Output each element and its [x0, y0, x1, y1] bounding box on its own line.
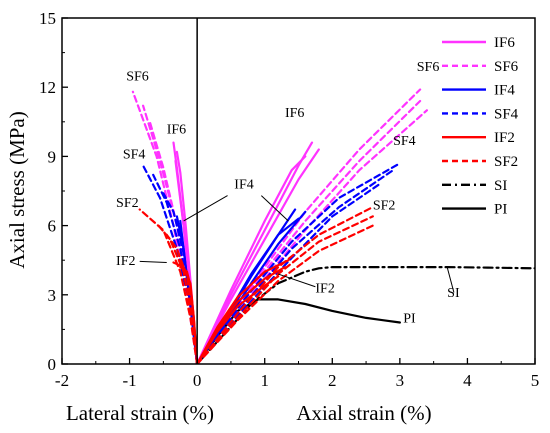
- x-ticks: -2 -1 0 1 2 3 4 5: [55, 358, 539, 390]
- annotation-label: IF4: [234, 178, 253, 193]
- y-axis-title: Axial stress (MPa): [5, 111, 29, 268]
- y-tick-label: 15: [39, 9, 56, 28]
- legend-label: IF4: [494, 83, 515, 99]
- annotations: SF6 IF6 SF4 SF2 IF2 IF4 IF6 SF6 SF4 SF2 IF2 SI PI: [116, 60, 460, 326]
- series-line-sf4: [142, 164, 199, 364]
- y-tick-label: 9: [48, 147, 57, 166]
- x-axis-title-lateral: Lateral strain (%): [66, 401, 214, 425]
- legend-label: IF6: [494, 35, 515, 51]
- series-line-sf2: [196, 206, 374, 364]
- legend-label: SI: [494, 178, 507, 194]
- series-line-sf4: [196, 162, 401, 364]
- series-layer: [131, 88, 535, 364]
- annotation-label: IF6: [285, 106, 304, 121]
- series-line-sf2: [165, 233, 199, 364]
- annotation-label: SF4: [123, 148, 146, 163]
- series-line-sf4: [162, 192, 199, 364]
- y-tick-label: 3: [48, 286, 57, 305]
- legend: IF6 SF6 IF4 SF4 IF2 SF2 SI PI: [442, 35, 519, 218]
- series-line-if6: [196, 148, 320, 364]
- series-line-sf4: [196, 183, 381, 364]
- annotation-label: IF6: [167, 122, 186, 137]
- x-tick-label: 2: [328, 371, 337, 390]
- legend-label: SF2: [494, 154, 518, 170]
- series-line-if6: [196, 155, 307, 364]
- annotation-pointer: [260, 195, 289, 222]
- legend-label: PI: [494, 202, 507, 218]
- x-tick-label: -1: [122, 371, 136, 390]
- x-tick-label: 3: [396, 371, 405, 390]
- legend-label: SF4: [494, 106, 519, 122]
- annotation-pointer: [446, 266, 455, 293]
- legend-label: SF6: [494, 59, 519, 75]
- series-line-if2: [196, 275, 280, 364]
- annotation-label: SF2: [373, 198, 396, 213]
- series-line-si: [196, 266, 535, 364]
- annotation-label: IF2: [315, 281, 334, 296]
- y-ticks: 0 3 6 9 12 15: [39, 9, 68, 374]
- x-tick-label: 5: [531, 371, 540, 390]
- legend-label: IF2: [494, 130, 515, 146]
- annotation-label: SF6: [417, 60, 440, 75]
- x-axis-title-axial: Axial strain (%): [296, 401, 431, 425]
- x-tick-label: 1: [260, 371, 269, 390]
- annotation-label: SF6: [126, 69, 149, 84]
- annotation-label: SF2: [116, 196, 139, 211]
- annotation-label: IF2: [116, 254, 135, 269]
- x-tick-label: 4: [463, 371, 472, 390]
- annotation-pointer: [183, 195, 228, 222]
- annotation-label: SF4: [393, 134, 416, 149]
- annotation-label: PI: [403, 311, 416, 326]
- y-tick-label: 0: [48, 355, 57, 374]
- annotation-pointer: [278, 273, 316, 288]
- annotation-label: SI: [447, 286, 460, 301]
- y-tick-label: 12: [39, 78, 56, 97]
- x-tick-label: 0: [193, 371, 202, 390]
- y-tick-label: 6: [48, 217, 57, 236]
- x-tick-label: -2: [55, 371, 69, 390]
- series-line-sf4: [152, 173, 199, 364]
- annotation-pointer: [139, 260, 167, 264]
- series-line-sf2: [196, 224, 374, 364]
- series-line-sf6: [131, 90, 199, 364]
